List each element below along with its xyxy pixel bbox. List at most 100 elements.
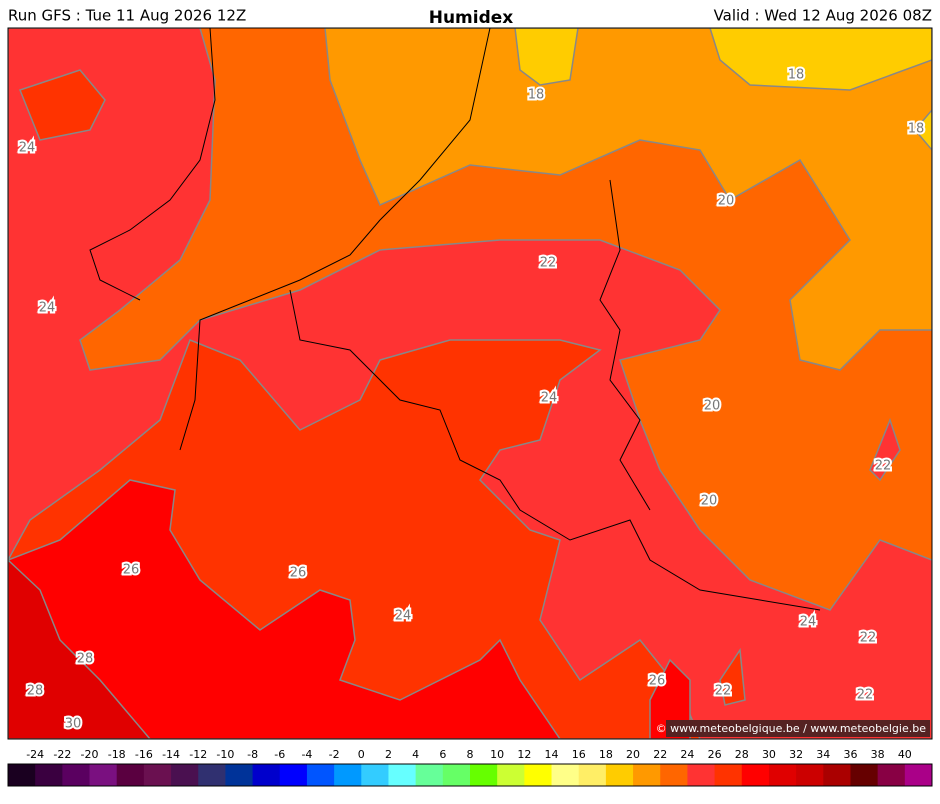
colorbar-label: 38 <box>871 748 885 761</box>
contour-label: 18 <box>908 122 925 137</box>
color-swatch <box>687 764 716 786</box>
colorbar-label: -8 <box>247 748 258 761</box>
colorbar-label: 14 <box>545 748 559 761</box>
colorbar-label: 26 <box>708 748 722 761</box>
contour-label: 20 <box>701 494 718 509</box>
color-swatch <box>35 764 63 786</box>
contour-label: 22 <box>857 688 874 703</box>
contour-label: 26 <box>649 674 666 689</box>
color-swatch <box>198 764 226 786</box>
color-swatch <box>551 764 580 786</box>
region-18 <box>514 28 932 152</box>
colorbar-label: 40 <box>898 748 912 761</box>
colorbar-label: 0 <box>358 748 365 761</box>
colorbar-label: -16 <box>135 748 153 761</box>
run-info: Run GFS : Tue 11 Aug 2026 12Z <box>8 7 246 25</box>
color-swatch <box>62 764 91 786</box>
colorbar-label: 10 <box>490 748 504 761</box>
color-swatch <box>252 764 281 786</box>
contour-label: 24 <box>39 301 56 316</box>
valid-info: Valid : Wed 12 Aug 2026 08Z <box>714 7 932 25</box>
colorbar-label: -10 <box>216 748 234 761</box>
colorbar-label: -6 <box>274 748 285 761</box>
color-swatch <box>225 764 254 786</box>
color-swatch <box>660 764 688 786</box>
contour-label: 22 <box>860 631 877 646</box>
color-swatch <box>823 764 851 786</box>
contour-label: 26 <box>123 563 140 578</box>
credit-bg <box>666 720 930 737</box>
colorbar-label: 4 <box>412 748 419 761</box>
color-swatch <box>497 764 525 786</box>
colorbar-label: -4 <box>301 748 312 761</box>
color-swatch <box>796 764 824 786</box>
credit: © www.meteobelgique.be / www.meteobelgie… <box>656 722 927 735</box>
contour-label: 30 <box>65 717 82 732</box>
map-frame <box>7 27 933 740</box>
colorbar-label: 2 <box>385 748 392 761</box>
colorbar-label: 22 <box>653 748 667 761</box>
colorbar-label: -14 <box>162 748 180 761</box>
colorbar-label: -20 <box>81 748 99 761</box>
color-swatch <box>741 764 770 786</box>
contour-label: 28 <box>77 652 94 667</box>
contour-label: 20 <box>704 399 721 414</box>
color-swatch <box>605 764 634 786</box>
color-swatch <box>633 764 661 786</box>
contour-label: 22 <box>540 256 557 271</box>
contour-label: 24 <box>395 609 412 624</box>
colorbar-label: 20 <box>626 748 640 761</box>
map-title: Humidex <box>429 8 514 28</box>
colorbar-label: -24 <box>26 748 44 761</box>
colorbar-label: 12 <box>517 748 531 761</box>
colorbar-label: 36 <box>843 748 857 761</box>
map: 24 18 18 18 20 24 22 24 20 22 20 26 26 2… <box>7 27 933 740</box>
color-swatch <box>306 764 335 786</box>
color-swatch <box>171 764 199 786</box>
color-swatch <box>768 764 797 786</box>
region-28 <box>8 479 691 739</box>
colorbar-label: 16 <box>572 748 586 761</box>
region-20 <box>324 28 932 371</box>
color-swatch <box>850 764 879 786</box>
contour-label: 18 <box>788 68 805 83</box>
contour-label: 24 <box>19 141 36 156</box>
colorbar-label: 30 <box>762 748 776 761</box>
color-swatch <box>470 764 498 786</box>
color-swatch <box>8 764 36 786</box>
border <box>599 179 651 511</box>
colorbar-label: 28 <box>735 748 749 761</box>
colorbar-label: 24 <box>680 748 694 761</box>
color-swatch <box>279 764 308 786</box>
colorbar-label: 8 <box>467 748 474 761</box>
coastline <box>89 28 216 301</box>
color-swatch <box>116 764 145 786</box>
colorbar-label: -12 <box>189 748 207 761</box>
region-30 <box>8 558 151 739</box>
coastline <box>179 28 491 451</box>
colorbar-label: 32 <box>789 748 803 761</box>
colorbar-label: -18 <box>108 748 126 761</box>
colorbar-frame <box>7 763 933 787</box>
contour-label: 24 <box>800 615 817 630</box>
border <box>289 289 821 611</box>
colorbar-label: -22 <box>53 748 71 761</box>
color-swatch <box>89 764 118 786</box>
color-swatch <box>524 764 553 786</box>
color-swatch <box>415 764 444 786</box>
color-swatch <box>388 764 417 786</box>
colorbar-label: -2 <box>329 748 340 761</box>
contour-label: 22 <box>875 459 892 474</box>
color-swatch <box>361 764 389 786</box>
color-swatch <box>442 764 471 786</box>
color-swatch <box>143 764 172 786</box>
colorbar-label: 6 <box>439 748 446 761</box>
colorbar-label: 18 <box>599 748 613 761</box>
contour-label: 18 <box>528 88 545 103</box>
contour-label: 24 <box>541 391 558 406</box>
colorbar: -24 -22 -20 -18 -16 -14 -12 -10 -8 -6 -4 -2 0 2 4 6 8 10 1… <box>7 748 933 787</box>
contour-label: 28 <box>27 684 44 699</box>
colorbar-label: 34 <box>816 748 830 761</box>
contour-label: 20 <box>718 194 735 209</box>
